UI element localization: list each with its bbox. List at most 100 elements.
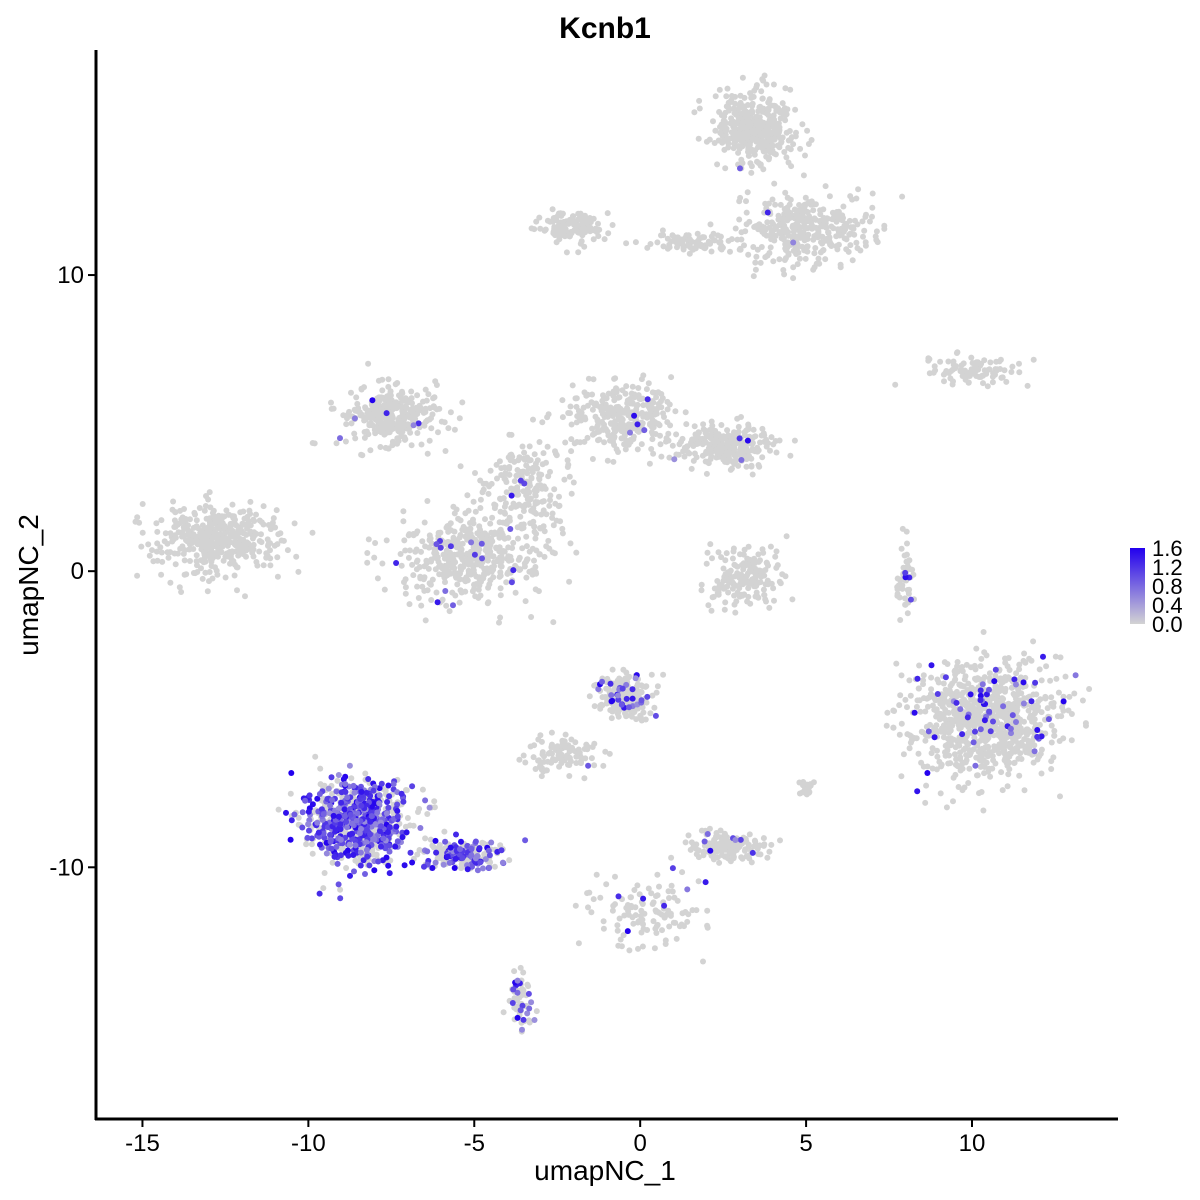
cell-point (371, 554, 378, 561)
cell-point (727, 567, 734, 574)
cell-point (553, 517, 560, 524)
cell-point (959, 765, 966, 772)
cell-point (1021, 650, 1028, 657)
cell-point (965, 379, 972, 386)
cell-point (564, 464, 571, 470)
cell-point (479, 839, 486, 846)
cell-point (963, 752, 970, 759)
cell-point (1053, 675, 1060, 682)
cell-point (164, 549, 171, 556)
cell-point (562, 731, 569, 738)
cell-point (746, 568, 753, 574)
cell-point (943, 804, 950, 811)
cell-point (837, 264, 844, 271)
cell-point (317, 781, 324, 788)
cell-point (941, 378, 947, 385)
cell-point (567, 540, 574, 547)
cell-point (408, 395, 415, 402)
cell-point (717, 124, 723, 130)
cell-point (828, 243, 835, 249)
cell-point (490, 574, 497, 581)
cell-point (645, 380, 652, 387)
cell-point (735, 149, 742, 156)
cell-point (847, 224, 854, 231)
cell-point (610, 439, 616, 445)
cell-point (804, 243, 811, 250)
cell-point (619, 407, 626, 414)
cell-point (782, 255, 789, 262)
cell-point (545, 411, 552, 418)
cell-point (722, 844, 728, 850)
cell-point (562, 439, 569, 446)
cell-point (757, 579, 764, 586)
cell-point (586, 693, 593, 700)
cell-point (931, 363, 938, 370)
cell-point (371, 426, 378, 433)
cell-point (1071, 690, 1078, 697)
cell-point (748, 169, 755, 176)
cell-point (524, 496, 531, 503)
cell-point (581, 775, 588, 782)
cell-point (573, 395, 580, 402)
cell-point (720, 455, 727, 462)
cell-point (728, 850, 735, 857)
cell-point (577, 210, 584, 217)
cell-point (250, 553, 257, 560)
cell-point (966, 765, 973, 772)
cell-point (253, 511, 259, 518)
cell-point (491, 505, 498, 512)
cell-point (590, 376, 597, 383)
cell-point (980, 380, 986, 387)
cell-point (757, 851, 764, 858)
cell-point (321, 870, 328, 876)
cell-point (591, 740, 598, 747)
cell-point (532, 564, 539, 570)
cell-point (549, 510, 556, 517)
cell-point (623, 240, 630, 247)
cell-point (384, 393, 391, 400)
cell-point (500, 1009, 507, 1016)
cell-point (999, 739, 1006, 746)
cell-point (937, 358, 944, 365)
cell-point (447, 520, 454, 527)
cell-point (515, 535, 521, 542)
cell-point (743, 444, 750, 451)
cell-point (648, 446, 655, 452)
cell-point (329, 859, 336, 866)
cell-point (740, 564, 747, 571)
cell-point (1011, 705, 1018, 712)
cell-point (608, 433, 615, 440)
cell-point (737, 92, 744, 99)
cell-point (872, 233, 879, 240)
cell-point (295, 568, 302, 575)
cell-point (414, 851, 421, 858)
cell-point (772, 553, 779, 560)
cell-point (422, 543, 429, 550)
cell-point (723, 550, 730, 557)
cell-point (519, 469, 526, 476)
cell-point (748, 94, 755, 101)
cell-point (954, 762, 961, 769)
cell-point (734, 236, 741, 243)
cell-point (764, 219, 771, 226)
cell-point (487, 520, 494, 527)
cell-point (647, 710, 654, 717)
cell-point (406, 547, 413, 554)
cell-point (714, 161, 721, 168)
cell-point (464, 559, 471, 566)
cell-point (773, 449, 780, 456)
cell-point (922, 799, 929, 806)
cell-point (601, 406, 608, 412)
cell-point (132, 518, 139, 525)
cell-point (559, 525, 566, 532)
cell-point (477, 592, 484, 599)
cell-point (414, 410, 421, 417)
cell-point (533, 530, 540, 537)
cell-point (536, 764, 543, 770)
cell-point (530, 754, 537, 761)
cell-point (764, 560, 770, 567)
cell-point (790, 275, 797, 282)
cell-point (962, 673, 969, 680)
cell-point (766, 848, 773, 855)
cell-point (531, 451, 538, 458)
